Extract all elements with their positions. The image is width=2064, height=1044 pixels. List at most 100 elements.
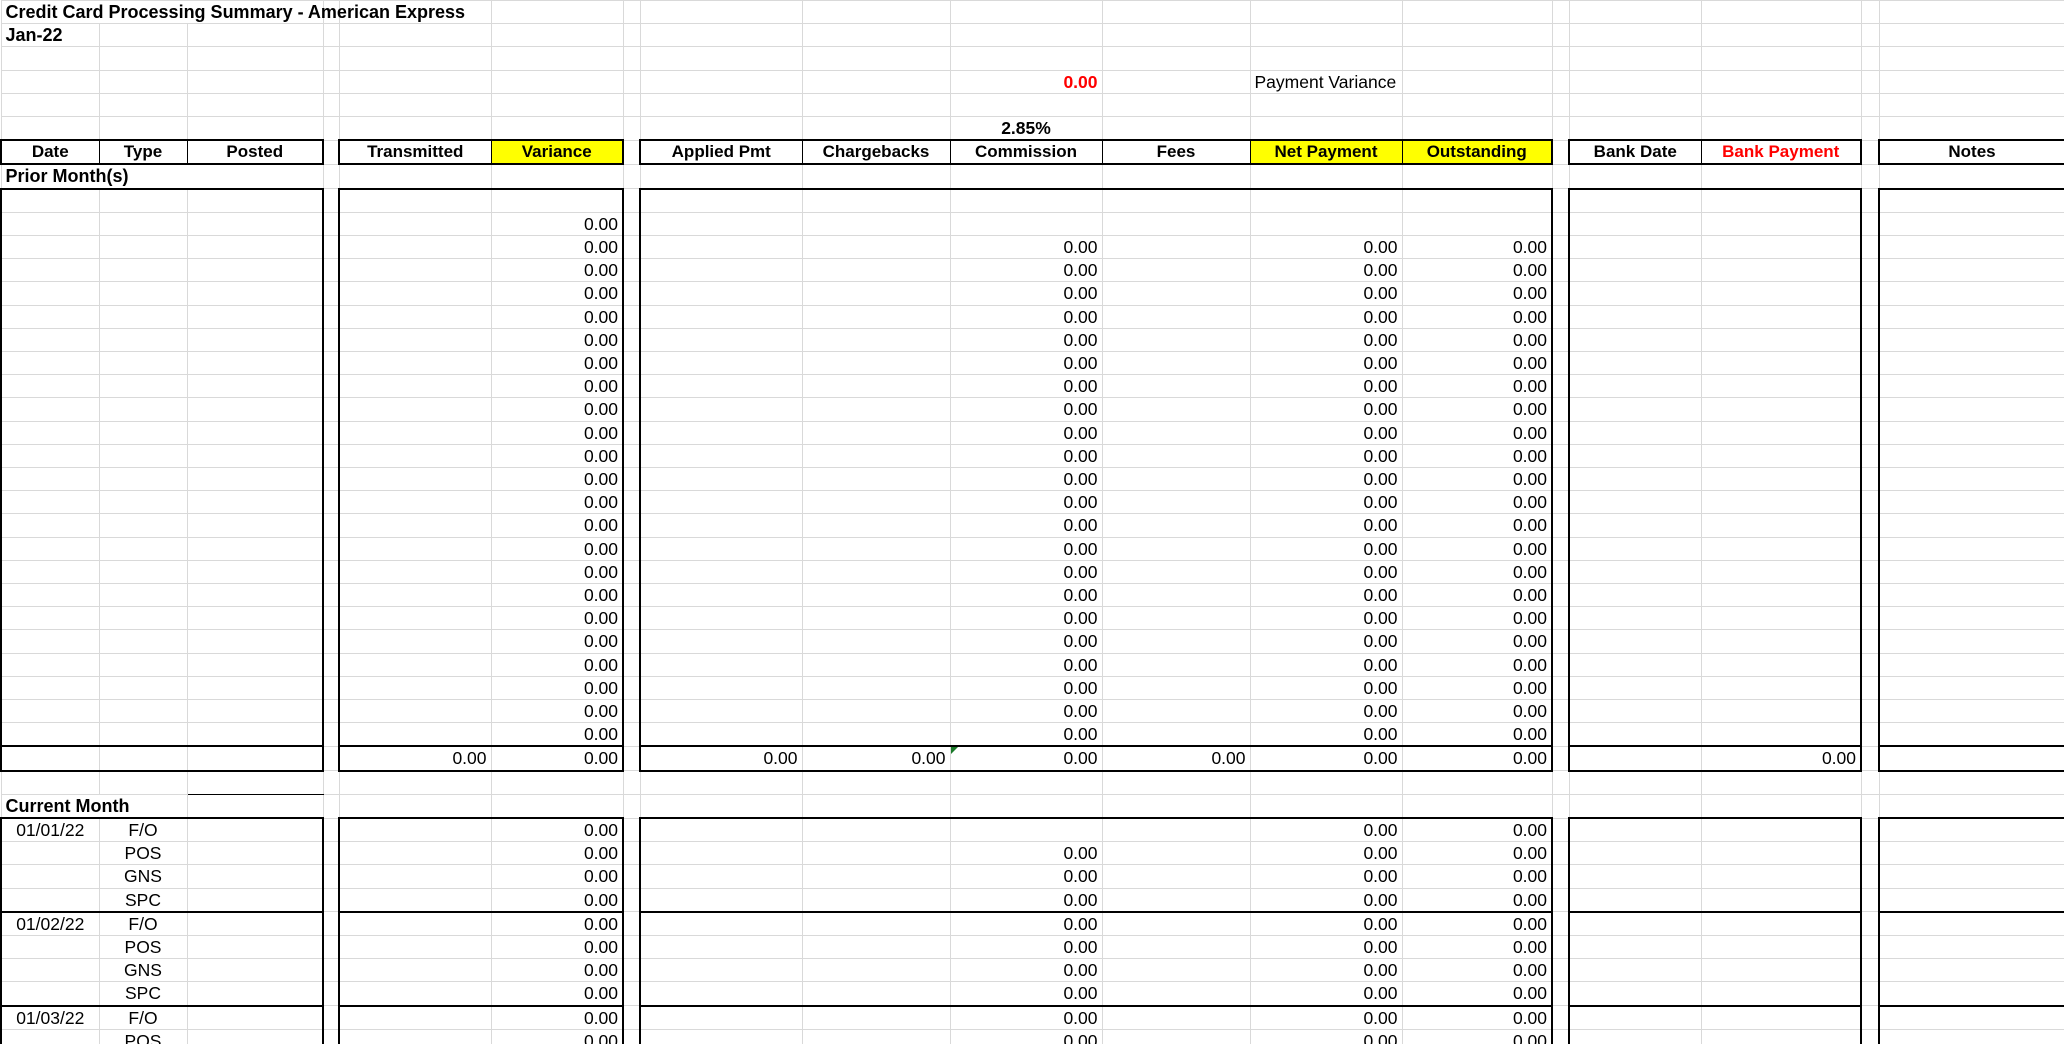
cell-chargebacks[interactable] bbox=[801, 629, 951, 654]
column-header-commission[interactable]: Commission bbox=[949, 139, 1103, 166]
cell-transmitted[interactable] bbox=[338, 887, 492, 913]
cell-commission[interactable]: 0.00 bbox=[949, 910, 1103, 937]
cell-date[interactable] bbox=[0, 958, 100, 983]
cell-bank_payment[interactable] bbox=[1700, 234, 1862, 260]
cell-net[interactable]: 0.00 bbox=[1249, 281, 1403, 306]
cell-posted[interactable] bbox=[186, 350, 324, 376]
cell-date[interactable]: 01/01/22 bbox=[0, 817, 100, 843]
cell-type[interactable] bbox=[98, 536, 188, 561]
cell-bank_date[interactable] bbox=[1568, 958, 1702, 983]
cell-notes[interactable] bbox=[1878, 536, 2064, 561]
cell-type[interactable]: F/O bbox=[98, 817, 188, 843]
cell-net[interactable]: 0.00 bbox=[1249, 958, 1403, 983]
cell-net[interactable]: 0.00 bbox=[1249, 374, 1403, 399]
cell-commission[interactable]: 0.00 bbox=[949, 722, 1103, 747]
cell-chargebacks[interactable] bbox=[801, 841, 951, 866]
total-cell-chargebacks[interactable]: 0.00 bbox=[801, 745, 951, 772]
cell-bank_date[interactable] bbox=[1568, 699, 1702, 724]
column-header-transmitted[interactable]: Transmitted bbox=[338, 139, 492, 166]
cell-variance[interactable]: 0.00 bbox=[490, 981, 624, 1007]
cell-commission[interactable]: 0.00 bbox=[949, 374, 1103, 399]
cell-type[interactable] bbox=[98, 490, 188, 515]
cell-variance[interactable]: 0.00 bbox=[490, 374, 624, 399]
cell-applied[interactable] bbox=[639, 675, 803, 701]
cell-bank_date[interactable] bbox=[1568, 350, 1702, 376]
column-header-fees[interactable]: Fees bbox=[1101, 139, 1251, 166]
cell-outstanding[interactable]: 0.00 bbox=[1401, 981, 1553, 1007]
cell-posted[interactable] bbox=[186, 675, 324, 701]
cell-variance[interactable]: 0.00 bbox=[490, 467, 624, 492]
cell-applied[interactable] bbox=[639, 981, 803, 1007]
cell-chargebacks[interactable] bbox=[801, 559, 951, 585]
cell-net[interactable]: 0.00 bbox=[1249, 722, 1403, 747]
cell-transmitted[interactable] bbox=[338, 443, 492, 469]
cell-notes[interactable] bbox=[1878, 559, 2064, 585]
cell-chargebacks[interactable] bbox=[801, 606, 951, 631]
cell-outstanding[interactable]: 0.00 bbox=[1401, 935, 1553, 960]
cell-posted[interactable] bbox=[186, 304, 324, 329]
cell-commission[interactable]: 0.00 bbox=[949, 258, 1103, 283]
cell-chargebacks[interactable] bbox=[801, 583, 951, 608]
cell-transmitted[interactable] bbox=[338, 559, 492, 585]
cell-notes[interactable] bbox=[1878, 864, 2064, 889]
cell-posted[interactable] bbox=[186, 864, 324, 889]
cell-commission[interactable]: 0.00 bbox=[949, 327, 1103, 353]
cell-posted[interactable] bbox=[186, 652, 324, 677]
cell-bank_payment[interactable] bbox=[1700, 981, 1862, 1007]
total-cell-date[interactable] bbox=[0, 745, 100, 772]
cell-type[interactable]: F/O bbox=[98, 1004, 188, 1030]
cell-applied[interactable] bbox=[639, 606, 803, 631]
cell-commission[interactable]: 0.00 bbox=[949, 699, 1103, 724]
cell-transmitted[interactable] bbox=[338, 652, 492, 677]
cell-posted[interactable] bbox=[186, 281, 324, 306]
cell-applied[interactable] bbox=[639, 887, 803, 913]
cell-commission[interactable]: 0.00 bbox=[949, 234, 1103, 260]
cell-bank_payment[interactable] bbox=[1700, 397, 1862, 422]
cell-bank_date[interactable] bbox=[1568, 536, 1702, 561]
cell-type[interactable] bbox=[98, 722, 188, 747]
cell-date[interactable] bbox=[0, 559, 100, 585]
cell-net[interactable]: 0.00 bbox=[1249, 467, 1403, 492]
cell-commission[interactable]: 0.00 bbox=[949, 583, 1103, 608]
cell-type[interactable] bbox=[98, 420, 188, 445]
cell-net[interactable]: 0.00 bbox=[1249, 234, 1403, 260]
cell-outstanding[interactable]: 0.00 bbox=[1401, 513, 1553, 538]
cell-notes[interactable] bbox=[1878, 397, 2064, 422]
cell-date[interactable] bbox=[0, 490, 100, 515]
cell-applied[interactable] bbox=[639, 513, 803, 538]
cell-variance[interactable]: 0.00 bbox=[490, 606, 624, 631]
cell-outstanding[interactable]: 0.00 bbox=[1401, 629, 1553, 654]
cell-bank_payment[interactable] bbox=[1700, 513, 1862, 538]
cell-applied[interactable] bbox=[639, 443, 803, 469]
cell-commission[interactable]: 0.00 bbox=[949, 675, 1103, 701]
total-cell-commission[interactable]: 0.00 bbox=[949, 745, 1103, 772]
cell-variance[interactable]: 0.00 bbox=[490, 258, 624, 283]
cell-bank_payment[interactable] bbox=[1700, 374, 1862, 399]
cell-transmitted[interactable] bbox=[338, 958, 492, 983]
cell-net[interactable]: 0.00 bbox=[1249, 420, 1403, 445]
cell-chargebacks[interactable] bbox=[801, 304, 951, 329]
cell-date[interactable] bbox=[0, 1028, 100, 1044]
cell-variance[interactable]: 0.00 bbox=[490, 234, 624, 260]
cell-fees[interactable] bbox=[1101, 910, 1251, 937]
cell-commission[interactable]: 0.00 bbox=[949, 536, 1103, 561]
cell-notes[interactable] bbox=[1878, 841, 2064, 866]
cell-bank_payment[interactable] bbox=[1700, 675, 1862, 701]
cell-posted[interactable] bbox=[186, 258, 324, 283]
cell-bank_payment[interactable] bbox=[1700, 935, 1862, 960]
cell-applied[interactable] bbox=[639, 234, 803, 260]
cell-variance[interactable]: 0.00 bbox=[490, 559, 624, 585]
cell-outstanding[interactable]: 0.00 bbox=[1401, 958, 1553, 983]
cell-net[interactable]: 0.00 bbox=[1249, 397, 1403, 422]
cell-fees[interactable] bbox=[1101, 583, 1251, 608]
cell-outstanding[interactable]: 0.00 bbox=[1401, 559, 1553, 585]
cell-bank_date[interactable] bbox=[1568, 935, 1702, 960]
cell-commission[interactable]: 0.00 bbox=[949, 490, 1103, 515]
cell-date[interactable] bbox=[0, 675, 100, 701]
cell-bank_date[interactable] bbox=[1568, 443, 1702, 469]
cell-chargebacks[interactable] bbox=[801, 536, 951, 561]
cell-applied[interactable] bbox=[639, 536, 803, 561]
cell-bank_payment[interactable] bbox=[1700, 699, 1862, 724]
cell-net[interactable]: 0.00 bbox=[1249, 1028, 1403, 1044]
